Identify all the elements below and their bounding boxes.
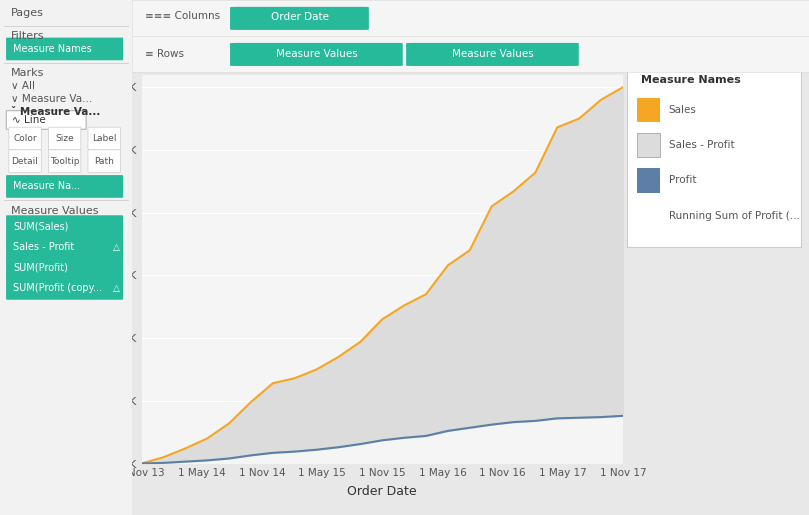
Text: Size: Size [55, 134, 74, 143]
Text: Measure Values: Measure Values [276, 49, 358, 59]
FancyBboxPatch shape [49, 127, 81, 150]
Text: Profit: Profit [669, 176, 697, 185]
FancyBboxPatch shape [637, 168, 660, 193]
Text: ˇ Measure Va...: ˇ Measure Va... [11, 107, 100, 117]
Text: Marks: Marks [11, 68, 44, 78]
Text: ∿ Line: ∿ Line [12, 115, 45, 125]
Text: SUM(Profit): SUM(Profit) [13, 263, 68, 273]
Text: Measure Values: Measure Values [451, 49, 533, 59]
Y-axis label: Value: Value [82, 252, 95, 286]
Text: Filters: Filters [11, 31, 44, 41]
X-axis label: Order Date: Order Date [347, 485, 417, 499]
Text: △: △ [112, 243, 120, 252]
FancyBboxPatch shape [88, 127, 121, 150]
FancyBboxPatch shape [6, 38, 123, 60]
Text: Running Sum of Profit (...: Running Sum of Profit (... [669, 211, 799, 221]
FancyBboxPatch shape [6, 111, 86, 129]
FancyBboxPatch shape [6, 175, 123, 198]
Text: Detail: Detail [11, 157, 39, 166]
Text: SUM(Profit (copy...: SUM(Profit (copy... [13, 283, 102, 294]
FancyBboxPatch shape [6, 236, 123, 259]
Text: Measure Na...: Measure Na... [13, 181, 80, 192]
Text: Sales: Sales [669, 105, 697, 115]
FancyBboxPatch shape [230, 43, 403, 66]
Text: SUM(Sales): SUM(Sales) [13, 221, 69, 232]
FancyBboxPatch shape [637, 98, 660, 122]
Text: Measure Names: Measure Names [13, 44, 92, 54]
Text: Sales - Profit: Sales - Profit [669, 140, 735, 150]
FancyBboxPatch shape [9, 127, 41, 150]
Text: Path: Path [94, 157, 114, 166]
Text: Tooltip: Tooltip [50, 157, 79, 166]
FancyBboxPatch shape [9, 150, 41, 173]
Text: ∨ All: ∨ All [11, 81, 35, 91]
FancyBboxPatch shape [637, 133, 660, 157]
Text: Measure Values: Measure Values [11, 206, 98, 216]
Text: Color: Color [13, 134, 37, 143]
FancyBboxPatch shape [406, 43, 578, 66]
Text: Label: Label [92, 134, 116, 143]
FancyBboxPatch shape [88, 150, 121, 173]
Text: Areas: Areas [142, 52, 184, 66]
Text: Pages: Pages [11, 8, 44, 18]
Text: Measure Names: Measure Names [641, 75, 741, 85]
Text: ≡ Rows: ≡ Rows [146, 49, 184, 59]
Text: Order Date: Order Date [271, 12, 328, 22]
FancyBboxPatch shape [6, 215, 123, 238]
Text: ∨ Measure Va...: ∨ Measure Va... [11, 94, 91, 104]
Text: Sales - Profit: Sales - Profit [13, 242, 74, 252]
Text: ≡≡≡ Columns: ≡≡≡ Columns [146, 11, 221, 21]
FancyBboxPatch shape [6, 277, 123, 300]
FancyBboxPatch shape [6, 256, 123, 279]
FancyBboxPatch shape [230, 7, 369, 30]
FancyBboxPatch shape [49, 150, 81, 173]
Text: △: △ [112, 284, 120, 293]
